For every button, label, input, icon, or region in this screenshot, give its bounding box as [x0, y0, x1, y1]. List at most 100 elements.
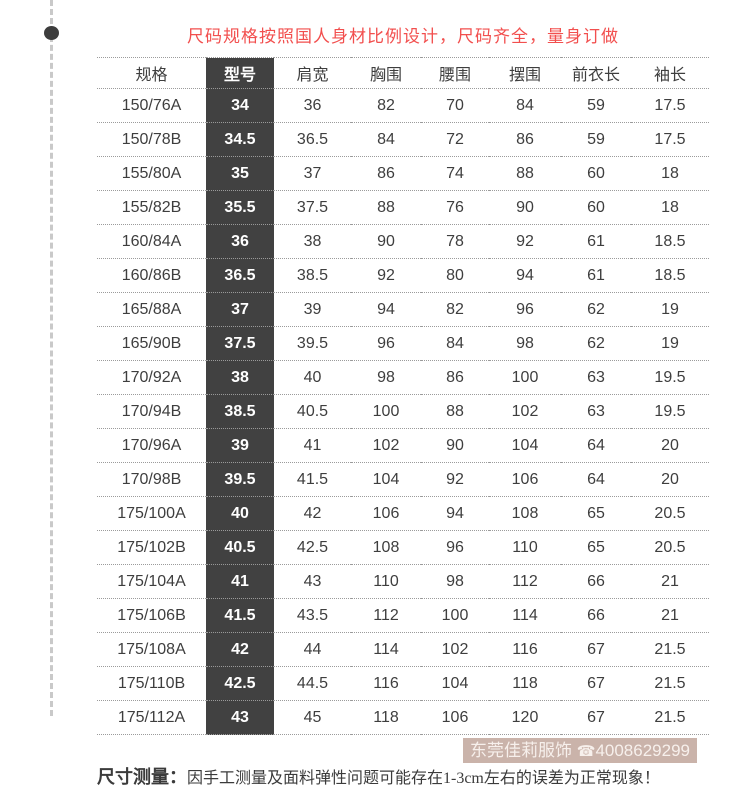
cell-front-length: 60: [587, 198, 605, 216]
table-row: 150/78B 34.5 36.5 84 72 86 59 17.5: [97, 122, 709, 157]
table-row: 175/112A 43 45 118 106 120 67 21.5: [97, 700, 709, 735]
cell-sleeve: 21: [661, 572, 679, 590]
header-spec: 规格: [135, 67, 168, 84]
cell-spec: 165/90B: [121, 334, 182, 352]
cell-front-length: 63: [587, 368, 605, 386]
cell-waist: 82: [446, 300, 464, 318]
cell-waist: 88: [446, 402, 464, 420]
cell-sleeve: 19.5: [654, 368, 686, 386]
cell-waist: 78: [446, 232, 464, 250]
size-chart-panel: 尺码规格按照国人身材比例设计，尺码齐全，量身订做 规格 型号 肩宽 胸围 腰围 …: [97, 0, 709, 735]
table-row: 175/104A 41 43 110 98 112 66 21: [97, 564, 709, 599]
cell-chest: 104: [372, 470, 400, 488]
table-row: 170/94B 38.5 40.5 100 88 102 63 19.5: [97, 394, 709, 429]
cell-sleeve: 18.5: [654, 266, 686, 284]
cell-model: 43: [206, 700, 274, 735]
cell-spec: 170/96A: [121, 436, 182, 454]
cell-hem: 86: [516, 130, 534, 148]
cell-model: 34: [206, 88, 274, 123]
table-row: 150/76A 34 36 82 70 84 59 17.5: [97, 88, 709, 123]
measurement-note: 尺寸测量：因手工测量及面料弹性问题可能存在1-3cm左右的误差为正常现象！: [97, 763, 737, 789]
cell-hem: 90: [516, 198, 534, 216]
cell-spec: 175/106B: [117, 606, 186, 624]
cell-spec: 175/100A: [117, 504, 186, 522]
cell-shoulder: 37: [303, 164, 322, 182]
cell-sleeve: 18.5: [654, 232, 686, 250]
cell-front-length: 61: [587, 232, 605, 250]
cell-spec: 175/110B: [117, 674, 186, 692]
cell-spec: 175/112A: [117, 708, 186, 726]
header-row: 规格 型号 肩宽 胸围 腰围 摆围 前衣长 袖长: [97, 57, 709, 89]
cell-chest: 90: [377, 232, 395, 250]
cell-sleeve: 19: [661, 334, 679, 352]
cell-front-length: 66: [587, 572, 605, 590]
cell-front-length: 64: [587, 470, 605, 488]
cell-sleeve: 20.5: [654, 538, 686, 556]
cell-sleeve: 18: [661, 164, 679, 182]
cell-chest: 98: [377, 368, 395, 386]
table-row: 175/102B 40.5 42.5 108 96 110 65 20.5: [97, 530, 709, 565]
cell-spec: 175/102B: [117, 538, 186, 556]
cell-sleeve: 20: [661, 470, 679, 488]
cell-front-length: 66: [587, 606, 605, 624]
size-table-body: 150/76A 34 36 82 70 84 59 17.5 150/78B 3…: [97, 88, 709, 735]
cell-hem: 84: [516, 96, 534, 114]
cell-chest: 106: [372, 504, 400, 522]
cell-chest: 114: [373, 640, 399, 658]
cell-front-length: 59: [587, 130, 605, 148]
cell-spec: 175/104A: [117, 572, 186, 590]
phone-icon: ☎: [576, 743, 596, 760]
cell-waist: 90: [446, 436, 464, 454]
table-row: 155/82B 35.5 37.5 88 76 90 60 18: [97, 190, 709, 225]
measurement-note-label: 尺寸测量：: [97, 767, 187, 787]
cell-spec: 170/92A: [121, 368, 182, 386]
cell-shoulder: 43: [303, 572, 322, 590]
cell-chest: 110: [373, 572, 399, 590]
cell-waist: 96: [446, 538, 464, 556]
cell-chest: 108: [372, 538, 400, 556]
cell-waist: 106: [441, 708, 469, 726]
cell-hem: 120: [511, 708, 539, 726]
cell-hem: 106: [511, 470, 539, 488]
cell-waist: 74: [446, 164, 464, 182]
cell-hem: 110: [512, 538, 538, 556]
cell-model: 42.5: [206, 666, 274, 701]
cell-sleeve: 21.5: [654, 708, 686, 726]
cell-model: 39.5: [206, 462, 274, 497]
header-waist: 腰围: [438, 67, 471, 84]
cell-model: 36.5: [206, 258, 274, 293]
cell-shoulder: 39.5: [296, 334, 329, 352]
cell-model: 41.5: [206, 598, 274, 633]
table-row: 165/90B 37.5 39.5 96 84 98 62 19: [97, 326, 709, 361]
cell-shoulder: 40: [303, 368, 322, 386]
cell-spec: 150/78B: [121, 130, 182, 148]
cell-hem: 98: [516, 334, 534, 352]
cell-front-length: 67: [587, 708, 605, 726]
table-row: 175/100A 40 42 106 94 108 65 20.5: [97, 496, 709, 531]
cell-hem: 104: [511, 436, 539, 454]
table-row: 170/98B 39.5 41.5 104 92 106 64 20: [97, 462, 709, 497]
cell-waist: 102: [441, 640, 469, 658]
cell-front-length: 60: [587, 164, 605, 182]
cell-waist: 92: [446, 470, 464, 488]
cell-model: 35.5: [206, 190, 274, 225]
header-chest: 胸围: [369, 67, 402, 84]
cell-hem: 112: [512, 572, 538, 590]
cell-waist: 104: [441, 674, 469, 692]
watermark-phone: 4008629299: [595, 741, 690, 760]
cell-spec: 155/82B: [121, 198, 182, 216]
cell-shoulder: 44.5: [296, 674, 329, 692]
header-sleeve: 袖长: [653, 67, 686, 84]
cell-chest: 116: [373, 674, 399, 692]
cell-front-length: 64: [587, 436, 605, 454]
cell-sleeve: 18: [661, 198, 679, 216]
cell-model: 40: [206, 496, 274, 531]
table-row: 160/86B 36.5 38.5 92 80 94 61 18.5: [97, 258, 709, 293]
cell-model: 37: [206, 292, 274, 327]
cell-shoulder: 42: [303, 504, 322, 522]
cell-sleeve: 20.5: [654, 504, 686, 522]
rail-dot: [44, 26, 59, 40]
cell-model: 36: [206, 224, 274, 259]
cell-sleeve: 17.5: [654, 96, 686, 114]
cell-hem: 118: [512, 674, 538, 692]
